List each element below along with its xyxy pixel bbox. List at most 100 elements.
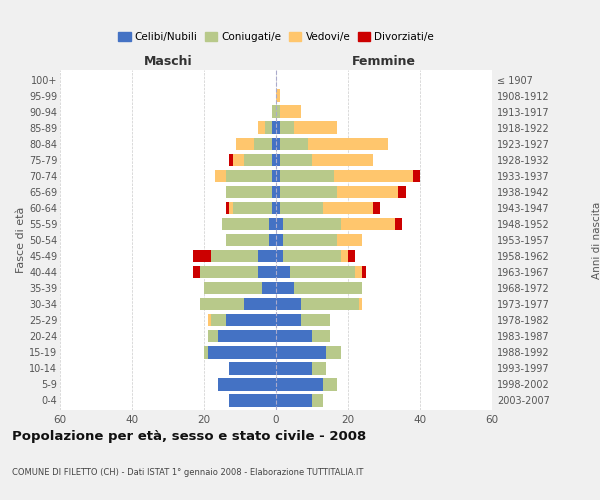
Bar [229,362,276,374]
Bar [226,170,272,182]
Bar [193,250,211,262]
Bar [244,298,276,310]
Bar [222,218,269,230]
Bar [301,314,330,326]
Bar [280,202,323,214]
Bar [218,330,276,342]
Bar [236,138,254,150]
Bar [337,186,398,198]
Bar [341,250,348,262]
Bar [312,362,326,374]
Bar [258,122,265,134]
Bar [254,138,272,150]
Bar [211,250,258,262]
Bar [276,314,301,326]
Bar [258,266,276,278]
Bar [280,170,334,182]
Text: Anni di nascita: Anni di nascita [592,202,600,278]
Bar [323,378,337,390]
Bar [280,186,337,198]
Bar [265,122,272,134]
Bar [200,298,244,310]
Bar [280,138,308,150]
Bar [276,218,283,230]
Text: Popolazione per età, sesso e stato civile - 2008: Popolazione per età, sesso e stato civil… [12,430,366,443]
Bar [208,330,218,342]
Bar [215,170,226,182]
Bar [233,154,244,166]
Bar [348,250,355,262]
Bar [294,282,362,294]
Bar [272,106,276,118]
Bar [276,122,280,134]
Bar [337,234,362,246]
Bar [272,154,276,166]
Bar [269,218,276,230]
Bar [226,314,276,326]
Bar [276,186,280,198]
Bar [272,138,276,150]
Bar [276,138,280,150]
Bar [276,330,312,342]
Bar [276,90,280,102]
Bar [229,394,276,406]
Bar [229,202,233,214]
Legend: Celibi/Nubili, Coniugati/e, Vedovi/e, Divorziati/e: Celibi/Nubili, Coniugati/e, Vedovi/e, Di… [114,28,438,46]
Bar [244,154,272,166]
Bar [272,122,276,134]
Bar [276,282,294,294]
Bar [312,394,323,406]
Text: Maschi: Maschi [143,54,193,68]
Bar [208,314,211,326]
Bar [355,266,362,278]
Bar [276,394,312,406]
Bar [276,250,283,262]
Bar [208,346,276,358]
Bar [276,378,323,390]
Bar [272,170,276,182]
Bar [272,186,276,198]
Text: Femmine: Femmine [352,54,416,68]
Bar [301,298,359,310]
Bar [326,346,341,358]
Bar [276,202,280,214]
Bar [280,122,294,134]
Bar [362,266,366,278]
Bar [276,346,326,358]
Y-axis label: Fasce di età: Fasce di età [16,207,26,273]
Bar [312,154,373,166]
Bar [229,154,233,166]
Bar [233,202,272,214]
Bar [373,202,380,214]
Bar [323,202,373,214]
Bar [276,106,280,118]
Bar [334,170,413,182]
Bar [204,346,208,358]
Bar [211,314,226,326]
Bar [283,234,337,246]
Bar [218,378,276,390]
Bar [359,298,362,310]
Bar [276,298,301,310]
Bar [226,202,229,214]
Bar [280,154,312,166]
Bar [283,250,341,262]
Bar [269,234,276,246]
Bar [276,234,283,246]
Bar [341,218,395,230]
Bar [262,282,276,294]
Bar [226,186,272,198]
Bar [283,218,341,230]
Bar [276,154,280,166]
Bar [280,106,301,118]
Bar [308,138,388,150]
Bar [226,234,269,246]
Bar [276,362,312,374]
Bar [398,186,406,198]
Bar [312,330,330,342]
Bar [395,218,402,230]
Bar [200,266,258,278]
Bar [413,170,420,182]
Bar [204,282,262,294]
Bar [294,122,337,134]
